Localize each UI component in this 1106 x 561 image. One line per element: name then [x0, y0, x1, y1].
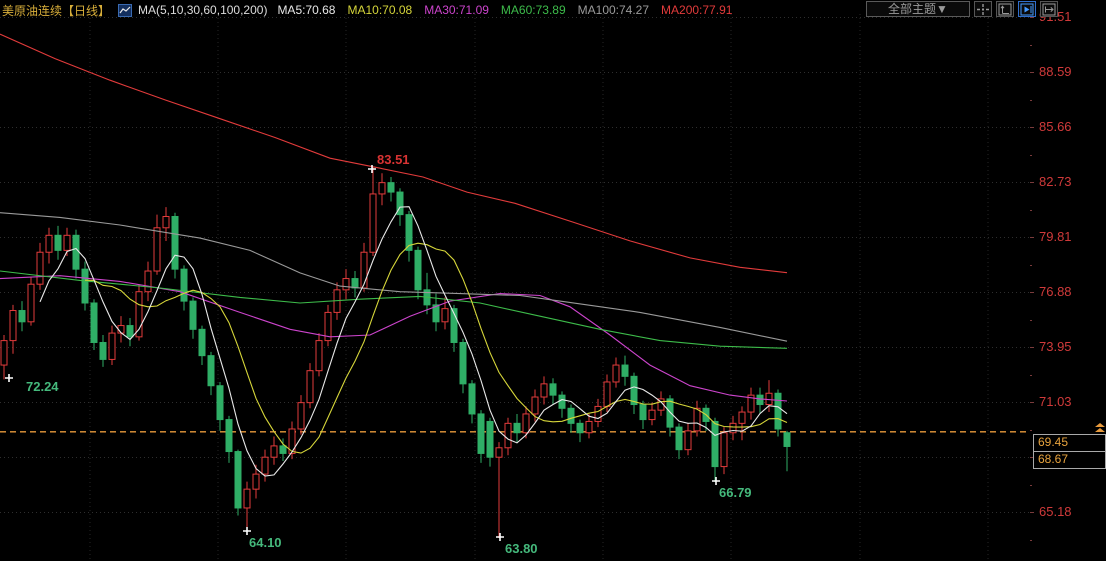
axis-tick — [1030, 237, 1034, 238]
scale-right-tool-button[interactable] — [1018, 1, 1036, 17]
ma-value-label: MA60:73.89 — [500, 3, 566, 17]
axis-tick — [1030, 347, 1034, 348]
axis-tick — [1030, 457, 1034, 458]
crosshair-icon — [977, 3, 989, 15]
latest-price-arrow-icon — [1094, 420, 1106, 438]
price-axis-label: 73.95 — [1039, 339, 1072, 354]
crosshair-tool-button[interactable] — [974, 1, 992, 17]
axis-tick — [1030, 265, 1032, 266]
low-price-annotation: 72.24 — [26, 379, 59, 394]
latest-price-value: 69.45 — [1038, 435, 1069, 449]
ma-value-label: MA5:70.68 — [277, 3, 336, 17]
price-axis-label: 82.73 — [1039, 174, 1072, 189]
axis-tick — [1030, 512, 1034, 513]
axis-tick — [1030, 72, 1034, 73]
axis-tick — [1030, 17, 1034, 18]
scale-right-icon — [1020, 3, 1034, 15]
price-axis-label: 79.81 — [1039, 229, 1072, 244]
low-price-annotation: 64.10 — [249, 535, 282, 550]
price-axis-label: 88.59 — [1039, 64, 1072, 79]
line-chart-icon — [118, 3, 133, 17]
theme-dropdown[interactable]: 全部主题▼ — [866, 1, 970, 17]
axis-tick — [1030, 100, 1032, 101]
scale-left-icon — [998, 3, 1012, 15]
price-axis[interactable]: 91.5188.5985.6682.7379.8176.8873.9571.03… — [1030, 0, 1106, 561]
ma-value-label: MA100:74.27 — [577, 3, 650, 17]
axis-tick — [1030, 430, 1032, 431]
axis-tick — [1030, 540, 1032, 541]
axis-tick — [1030, 127, 1034, 128]
axis-tick — [1030, 155, 1032, 156]
axis-tick — [1030, 320, 1032, 321]
high-price-annotation: 83.51 — [377, 152, 410, 167]
axis-tick — [1030, 45, 1032, 46]
axis-tick — [1030, 210, 1032, 211]
low-price-annotation: 63.80 — [505, 541, 538, 556]
axis-tick — [1030, 182, 1034, 183]
ma-value-label: MA200:77.91 — [661, 3, 733, 17]
axis-tick — [1030, 402, 1034, 403]
price-axis-label: 76.88 — [1039, 284, 1072, 299]
ma-value-label: MA10:70.08 — [347, 3, 413, 17]
latest-price-box: 69.45 — [1033, 434, 1106, 452]
low-price-annotation: 66.79 — [719, 485, 752, 500]
symbol-title: 美原油连续【日线】 — [2, 3, 111, 18]
chart-legend: 美原油连续【日线】 MA(5,10,30,60,100,200) MA5:70.… — [2, 2, 744, 18]
chart-toolbar: 全部主题▼ — [866, 1, 1058, 17]
axis-tick — [1030, 485, 1032, 486]
ma-value-label: MA30:71.09 — [424, 3, 489, 17]
axis-tick — [1030, 375, 1032, 376]
secondary-price-value: 68.67 — [1038, 452, 1069, 466]
pan-right-tool-button[interactable] — [1040, 1, 1058, 17]
price-axis-label: 65.18 — [1039, 504, 1072, 519]
pan-right-icon — [1042, 3, 1056, 15]
ma-values: MA5:70.68 MA10:70.08 MA30:71.09 MA60:73.89 M… — [277, 3, 744, 17]
price-axis-label: 71.03 — [1039, 394, 1072, 409]
scale-left-tool-button[interactable] — [996, 1, 1014, 17]
axis-tick — [1030, 292, 1034, 293]
secondary-price-box: 68.67 — [1033, 451, 1106, 469]
price-axis-label: 85.66 — [1039, 119, 1072, 134]
ma-group-label: MA(5,10,30,60,100,200) — [138, 3, 268, 17]
